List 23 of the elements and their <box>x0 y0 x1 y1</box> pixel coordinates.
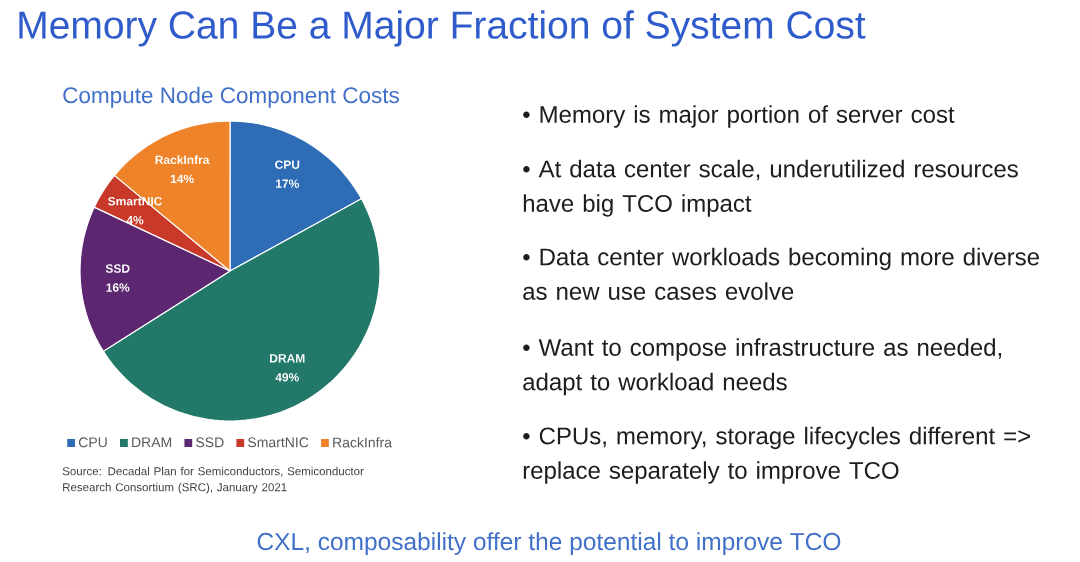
chart-title: Memory Can Be a Major Fraction of System Cost <box>19 10 866 47</box>
source-note: Source: Decadal Plan for Semiconductors, Semiconductor Research Consortium (SRC), January 2021 <box>62 466 364 494</box>
legend-label: CPU <box>78 437 107 448</box>
slice-label: SSD <box>105 264 130 273</box>
slice-label: CPU <box>275 160 300 169</box>
legend-label: SSD <box>196 437 224 448</box>
data-label: 16% <box>106 283 130 292</box>
text: • Memory is major portion of server cost <box>523 105 955 128</box>
text: • At data center scale, underutilized resources have big TCO impact <box>523 159 1018 217</box>
chart-subtitle: Compute Node Component Costs <box>63 86 399 108</box>
legend-label: SmartNIC <box>248 437 309 448</box>
text: • CPUs, memory, storage lifecycles different => replace separately to improve TCO <box>523 426 1030 484</box>
slice-label: RackInfra <box>155 155 210 165</box>
text: • Data center workloads becoming more diverse as new use cases evolve <box>523 247 1039 300</box>
data-label: 14% <box>170 174 194 184</box>
data-label: 49% <box>275 373 299 382</box>
slice-label: DRAM <box>270 354 305 363</box>
text: • Want to compose infrastructure as needed, adapt to workload needs <box>523 338 1002 396</box>
data-label: 4% <box>126 216 144 225</box>
text: CXL, composability offer the potential to improve TCO <box>257 532 841 556</box>
legend-label: RackInfra <box>333 437 392 448</box>
legend-label: DRAM <box>132 437 172 448</box>
data-label: 17% <box>276 179 299 188</box>
